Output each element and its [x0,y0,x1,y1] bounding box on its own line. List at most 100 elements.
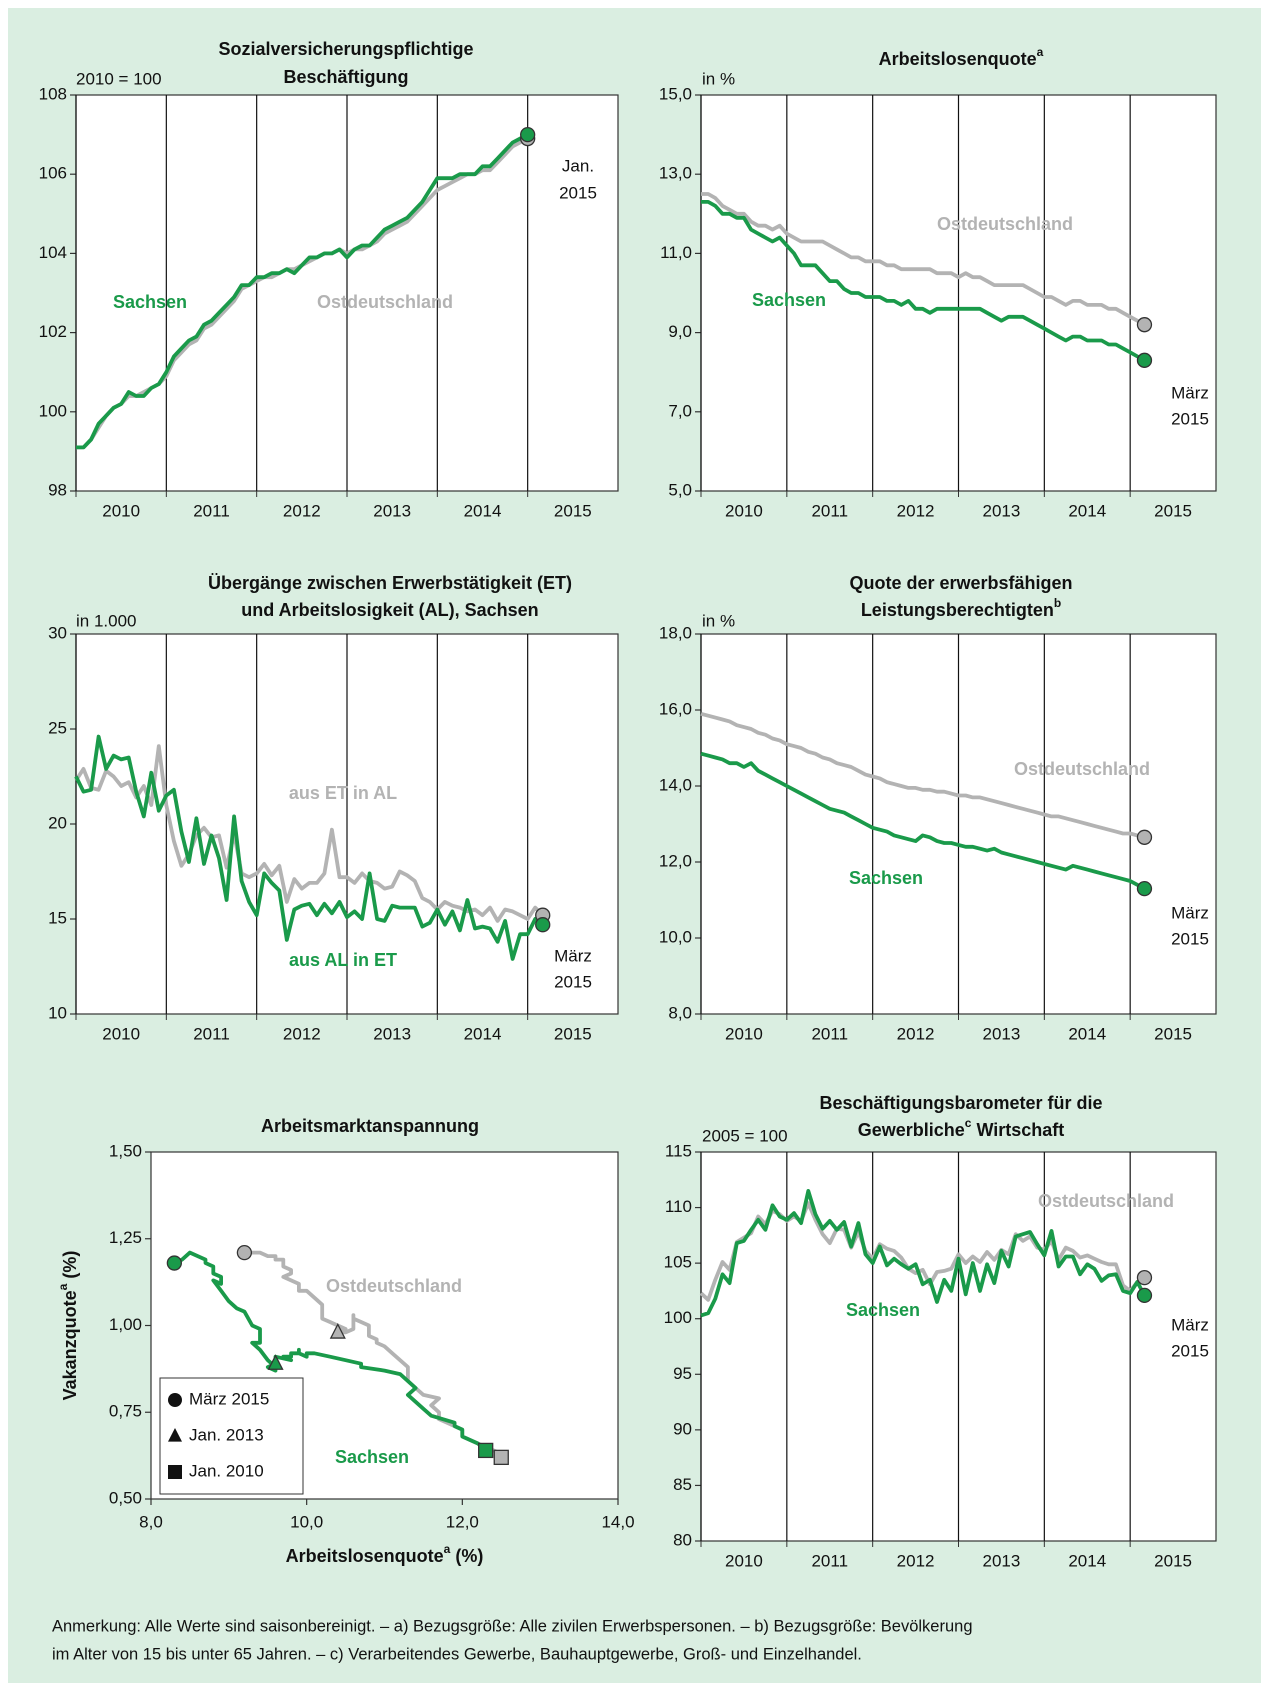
superscript: a [56,1283,70,1290]
y-tick-label: 20 [48,813,67,832]
y-tick-label: 25 [48,718,67,737]
legend-label: März 2015 [189,1389,269,1408]
y-tick-label: 95 [673,1364,692,1383]
line [701,200,1146,362]
text-part: Vakanzquote [60,1290,80,1400]
y-tick-label: 12,0 [659,851,692,870]
chart-title: Leistungsberechtigtenb [861,596,1061,620]
annotation: 2015 [559,183,597,202]
x-tick-label: 2011 [811,1024,848,1043]
legend-symbol [168,1427,182,1442]
text-part: Arbeitslosenquote [879,49,1037,69]
x-tick-label: 2014 [1068,501,1106,520]
text-part: Arbeitsmarktanspannung [261,1116,479,1136]
y-tick-label: 10 [48,1003,67,1022]
annotation: 2015 [1171,409,1209,428]
superscript: a [1037,45,1044,59]
x-tick-label: 2011 [193,1024,230,1043]
chart-title: Beschäftigungsbarometer für die [819,1093,1102,1113]
text-part: Beschäftigungsbarometer für die [819,1093,1102,1113]
legend-label: Jan. 2010 [189,1461,264,1480]
x-tick-label: 2010 [725,501,763,520]
y-tick-label: 106 [39,164,67,183]
point-marker [478,1442,494,1459]
line [700,711,1145,840]
x-tick-label: 2015 [1154,501,1192,520]
x-tick-label: 2013 [983,501,1021,520]
chart-title: Gewerblichec Wirtschaft [858,1116,1065,1140]
x-tick-label: 2014 [1068,1551,1106,1570]
x-tick-label: 2010 [725,1024,763,1043]
unit-label: in 1.000 [76,611,137,630]
x-tick-label: 2013 [983,1551,1021,1570]
superscript: a [444,1542,451,1556]
y-axis-label: Vakanzquotea (%) [56,1251,80,1401]
chart-title: Arbeitslosenquotea [879,45,1044,69]
x-tick-label: 10,0 [290,1512,323,1531]
y-tick-label: 5,0 [668,480,692,499]
x-tick-label: 2013 [373,501,411,520]
x-axis-label: Arbeitslosenquotea (%) [286,1542,484,1566]
series-label: Sachsen [846,1300,920,1320]
text-part: Sozialversicherungspflichtige [218,39,473,59]
x-tick-label: 2015 [1154,1024,1192,1043]
annotation: März [1171,383,1209,402]
series-label: Ostdeutschland [1014,759,1150,779]
point-marker [166,1255,183,1271]
unit-label: 2010 = 100 [76,69,162,88]
line [76,132,529,450]
y-tick-label: 100 [39,401,67,420]
series-label: Ostdeutschland [1038,1191,1174,1211]
y-tick-label: 108 [39,84,67,103]
y-tick-label: 1,25 [109,1228,142,1247]
chart-title: Quote der erwerbsfähigen [849,573,1072,593]
series-label: aus ET in AL [289,783,397,803]
x-tick-label: 2015 [1154,1551,1192,1570]
footnote: im Alter von 15 bis unter 65 Jahren. – c… [52,1645,862,1663]
text-part: Beschäftigung [283,67,408,87]
x-tick-label: 12,0 [446,1512,479,1531]
annotation: Jan. [562,156,594,175]
x-tick-label: 2010 [725,1551,763,1570]
y-tick-label: 80 [673,1530,692,1549]
text-part: Gewerbliche [858,1120,965,1140]
text-part: Leistungsberechtigten [861,600,1054,620]
x-tick-label: 2012 [897,1551,935,1570]
end-marker [1136,1287,1153,1304]
x-tick-label: 2015 [554,501,592,520]
point-marker [329,1322,346,1339]
annotation: März [1171,903,1209,922]
x-tick-label: 8,0 [139,1512,163,1531]
chart-title: Arbeitsmarktanspannung [261,1116,479,1136]
x-tick-label: 2014 [464,501,502,520]
x-tick-label: 2012 [283,1024,321,1043]
x-tick-label: 2012 [897,1024,935,1043]
x-tick-label: 2014 [464,1024,502,1043]
series-label: Ostdeutschland [317,292,453,312]
y-tick-label: 0,50 [109,1488,142,1507]
chart-title: Sozialversicherungspflichtige [218,39,473,59]
line [700,1189,1147,1318]
end-marker [535,917,551,933]
y-tick-label: 102 [39,322,67,341]
x-tick-label: 2010 [102,501,140,520]
y-tick-label: 98 [48,480,67,499]
text-part: Übergänge zwischen Erwerbstätigkeit (ET) [208,573,572,593]
y-tick-label: 1,00 [109,1315,142,1334]
series-label: aus AL in ET [289,950,397,970]
series-label: Sachsen [849,868,923,888]
legend-symbol [168,1393,182,1407]
line [74,734,544,961]
y-tick-label: 14,0 [659,775,692,794]
chart-title: Übergänge zwischen Erwerbstätigkeit (ET) [208,573,572,593]
footnote: Anmerkung: Alle Werte sind saisonbereini… [52,1617,973,1635]
y-tick-label: 100 [664,1308,692,1327]
text-part: und Arbeitslosigkeit (AL), Sachsen [241,600,538,620]
series-label: Sachsen [335,1447,409,1467]
y-tick-label: 7,0 [668,401,692,420]
x-tick-label: 2011 [193,501,230,520]
y-tick-label: 105 [664,1253,692,1272]
line [244,1250,504,1458]
point-marker [267,1354,284,1370]
